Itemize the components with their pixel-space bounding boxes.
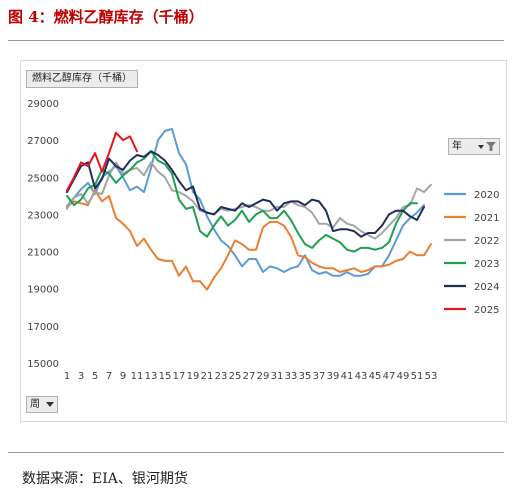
bottom-divider bbox=[8, 452, 504, 453]
x-tick-label: 9 bbox=[120, 371, 126, 382]
x-tick-label: 25 bbox=[229, 371, 242, 382]
legend-label-2020: 2020 bbox=[474, 190, 499, 201]
y-tick-label: 17000 bbox=[27, 322, 59, 333]
y-tick-label: 19000 bbox=[27, 285, 59, 296]
series-line-2020 bbox=[66, 128, 425, 277]
x-tick-label: 7 bbox=[106, 371, 112, 382]
chart-area: 15000 17000 19000 21000 23000 25000 27000 29000… bbox=[20, 60, 507, 422]
x-tick-label: 1 bbox=[64, 371, 70, 382]
x-tick-label: 53 bbox=[425, 371, 438, 382]
legend-label-2025: 2025 bbox=[474, 305, 499, 316]
x-tick-label: 23 bbox=[215, 371, 228, 382]
series-line-2024 bbox=[66, 150, 425, 238]
x-tick-label: 33 bbox=[285, 371, 298, 382]
x-tick-label: 47 bbox=[383, 371, 396, 382]
x-tick-label: 39 bbox=[327, 371, 340, 382]
value-field-button[interactable]: 燃料乙醇库存（千桶） bbox=[26, 70, 138, 88]
y-tick-label: 15000 bbox=[27, 359, 59, 370]
y-tick-label: 29000 bbox=[27, 99, 59, 110]
y-tick-label: 21000 bbox=[27, 248, 59, 259]
x-tick-label: 21 bbox=[201, 371, 214, 382]
top-divider bbox=[8, 40, 504, 41]
x-tick-label: 49 bbox=[397, 371, 410, 382]
x-tick-label: 43 bbox=[355, 371, 368, 382]
figure-source: 数据来源：EIA、银河期货 bbox=[22, 471, 188, 487]
x-tick-label: 41 bbox=[341, 371, 354, 382]
y-tick-label: 23000 bbox=[27, 210, 59, 221]
x-tick-label: 17 bbox=[173, 371, 186, 382]
x-tick-label: 27 bbox=[243, 371, 256, 382]
x-tick-label: 35 bbox=[299, 371, 312, 382]
series-line-2021 bbox=[66, 189, 432, 291]
legend-label-2024: 2024 bbox=[474, 282, 499, 293]
filter-funnel-icon[interactable] bbox=[478, 141, 496, 152]
x-tick-label: 37 bbox=[313, 371, 326, 382]
x-tick-label: 13 bbox=[145, 371, 158, 382]
x-tick-label: 15 bbox=[159, 371, 172, 382]
y-tick-label: 27000 bbox=[27, 136, 59, 147]
x-tick-label: 51 bbox=[411, 371, 424, 382]
legend-label-2023: 2023 bbox=[474, 259, 499, 270]
x-tick-label: 45 bbox=[369, 371, 382, 382]
figure-title: 图 4：燃料乙醇库存（千桶） bbox=[8, 8, 204, 26]
axis-field-button[interactable]: 周 bbox=[26, 396, 58, 413]
series-line-2023 bbox=[66, 150, 418, 253]
x-tick-label: 5 bbox=[92, 371, 98, 382]
y-tick-label: 25000 bbox=[27, 173, 59, 184]
x-tick-label: 3 bbox=[78, 371, 84, 382]
x-tick-label: 19 bbox=[187, 371, 200, 382]
x-tick-label: 11 bbox=[131, 371, 144, 382]
legend-label-2022: 2022 bbox=[474, 236, 499, 247]
series-line-2025 bbox=[66, 131, 138, 192]
dropdown-arrow-icon[interactable] bbox=[46, 401, 54, 408]
legend-label-2021: 2021 bbox=[474, 213, 499, 224]
legend-field-button[interactable]: 年 bbox=[448, 138, 500, 155]
x-tick-label: 31 bbox=[271, 371, 284, 382]
legend-field-label: 年 bbox=[452, 140, 462, 152]
line-chart: 15000 17000 19000 21000 23000 25000 27000 29000… bbox=[27, 99, 499, 382]
x-tick-label: 29 bbox=[257, 371, 270, 382]
axis-field-label: 周 bbox=[30, 398, 40, 410]
